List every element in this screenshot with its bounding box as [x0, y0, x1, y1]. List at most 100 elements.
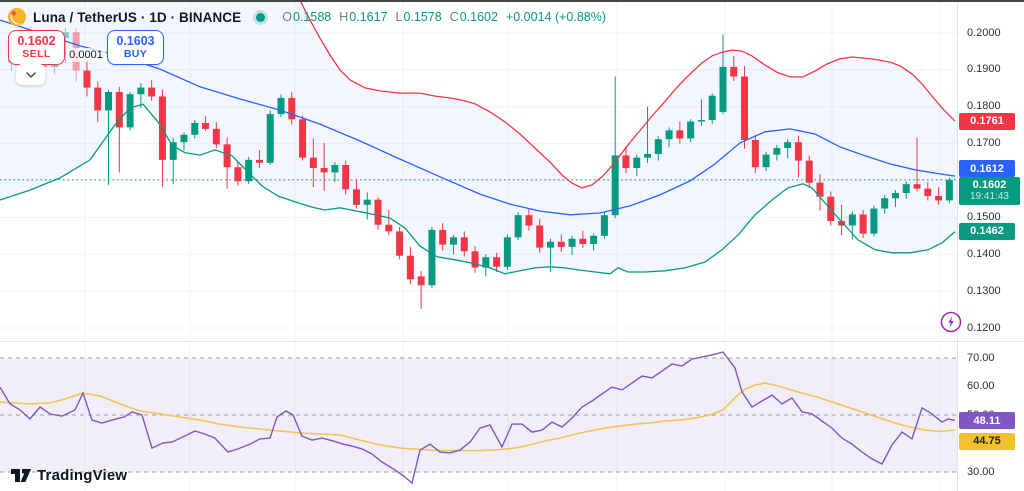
- candle: [913, 137, 921, 192]
- rsi-value-badge: 48.11: [959, 412, 1015, 430]
- candle: [935, 187, 943, 205]
- candle: [924, 181, 932, 201]
- candle: [697, 99, 705, 126]
- price-tick-label: 0.1300: [967, 284, 1001, 297]
- candle: [902, 181, 910, 199]
- upper-band-price-badge: 0.1761: [959, 112, 1015, 130]
- high-value: 0.1617: [349, 10, 388, 24]
- candle: [665, 127, 673, 148]
- candle: [320, 142, 328, 191]
- candle: [611, 76, 619, 219]
- candle: [277, 94, 285, 118]
- candle: [126, 92, 134, 131]
- candle: [816, 173, 824, 211]
- candle: [579, 230, 587, 248]
- candle: [417, 271, 425, 309]
- candle: [223, 137, 231, 189]
- low-value: 0.1578: [403, 10, 442, 24]
- instant-order-lightning-icon[interactable]: [940, 311, 962, 333]
- rsi-tick-label: 60.00: [967, 380, 995, 392]
- pane-separator[interactable]: [0, 341, 1024, 342]
- candle: [137, 83, 145, 109]
- close-label: C: [449, 10, 459, 24]
- candle: [719, 34, 727, 115]
- candle: [255, 150, 263, 168]
- candle: [396, 226, 404, 260]
- symbol-logo-icon: [8, 8, 26, 26]
- candle: [891, 190, 899, 208]
- spread-value: 0.0001: [66, 47, 106, 62]
- candle: [439, 223, 447, 251]
- candle: [493, 252, 501, 272]
- candle: [158, 89, 166, 188]
- candle: [449, 235, 457, 255]
- candle: [708, 93, 716, 124]
- market-status-dot[interactable]: [256, 12, 266, 22]
- price-axis-separator: [957, 0, 958, 491]
- candle: [105, 89, 113, 185]
- chevron-down-icon: [25, 71, 37, 79]
- price-tick-label: 0.1900: [967, 63, 1001, 76]
- sell-price: 0.1602: [17, 34, 56, 49]
- ohlc-values: O0.1588 H0.1617 L0.1578 C0.1602 +0.0014 …: [282, 10, 606, 24]
- price-tick-label: 0.1200: [967, 321, 1001, 334]
- candle: [568, 235, 576, 255]
- window-top-edge: [0, 0, 1024, 2]
- candle: [374, 197, 382, 230]
- candle: [794, 135, 802, 178]
- candle: [266, 110, 274, 166]
- bar-countdown: 19:41:43: [970, 191, 1009, 203]
- price-tick-label: 0.1400: [967, 247, 1001, 260]
- candle: [61, 27, 69, 64]
- candle: [245, 156, 253, 185]
- candle: [859, 210, 867, 239]
- buy-button[interactable]: 0.1603 BUY: [107, 30, 164, 65]
- candle: [536, 218, 544, 253]
- buy-price: 0.1603: [116, 34, 155, 49]
- legend-collapse-button[interactable]: [16, 64, 45, 85]
- candle: [169, 137, 177, 185]
- sell-label: SELL: [22, 47, 51, 60]
- trade-panel: 0.1602 SELL 0.0001 0.1603 BUY: [8, 30, 164, 65]
- rsi-tick-label: 30.00: [967, 465, 995, 478]
- candle: [741, 66, 749, 149]
- candle: [514, 212, 522, 241]
- sell-button[interactable]: 0.1602 SELL: [8, 30, 65, 65]
- candle: [805, 155, 813, 188]
- candle: [212, 122, 220, 149]
- candle: [234, 162, 242, 186]
- candle: [838, 204, 846, 236]
- candle: [762, 151, 770, 171]
- symbol-legend[interactable]: Luna / TetherUS · 1D · BINANCE O0.1588 H…: [8, 8, 606, 26]
- candle: [784, 139, 792, 159]
- rsi-ma-value-badge: 44.75: [959, 432, 1015, 450]
- tradingview-logo[interactable]: TradingView: [10, 466, 127, 484]
- candle: [191, 120, 199, 139]
- open-label: O: [282, 10, 292, 24]
- candle: [773, 145, 781, 161]
- price-tick-label: 0.2000: [967, 26, 1001, 39]
- candle: [622, 146, 630, 174]
- candle: [503, 234, 511, 270]
- tradingview-logo-text: TradingView: [37, 466, 128, 484]
- candle: [676, 121, 684, 144]
- rsi-tick-label: 70.00: [967, 351, 995, 364]
- symbol-title[interactable]: Luna / TetherUS · 1D · BINANCE: [33, 9, 242, 25]
- candle: [331, 162, 339, 182]
- candle: [406, 246, 414, 285]
- lower-band-price-badge: 0.1462: [959, 222, 1015, 240]
- candle: [148, 80, 156, 101]
- candle: [525, 208, 533, 231]
- change-value: +0.0014 (+0.88%): [505, 10, 607, 24]
- price-tick-label: 0.1800: [967, 100, 1001, 113]
- low-label: L: [395, 10, 403, 24]
- candle: [945, 177, 953, 204]
- last-price-value: 0.1602: [972, 179, 1007, 192]
- candle: [644, 106, 652, 163]
- last-price-badge: 0.1602 19:41:43: [959, 176, 1020, 205]
- candle: [654, 136, 662, 161]
- candle: [363, 192, 371, 220]
- open-value: 0.1588: [293, 10, 332, 24]
- candle: [633, 154, 641, 177]
